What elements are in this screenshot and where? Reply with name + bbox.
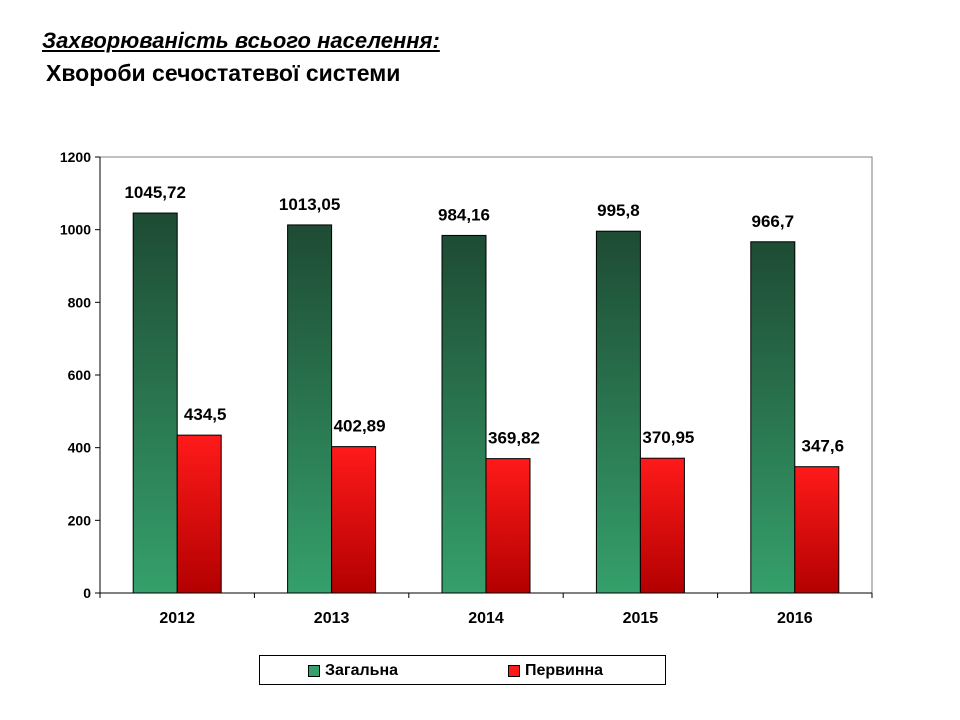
y-tick-label: 200 [68,512,92,528]
legend-swatch-series-1 [308,665,320,677]
x-tick-label: 2015 [623,610,659,627]
y-tick-label: 800 [68,294,92,310]
y-tick-label: 0 [83,585,91,601]
data-label-series-1: 1045,72 [124,183,185,202]
bar-series-2 [331,446,377,594]
bar-series-2 [485,458,531,594]
data-label-series-1: 995,8 [597,201,640,220]
legend-item-series-2: Первинна [508,662,603,680]
bar-series-1 [287,224,333,594]
data-label-series-2: 402,89 [334,417,386,436]
bar-series-1 [750,241,796,594]
y-tick-label: 600 [68,367,92,383]
data-label-series-2: 347,6 [802,437,845,456]
legend-item-series-1: Загальна [308,662,398,680]
data-label-series-1: 966,7 [752,212,795,231]
bar-series-1 [595,230,641,594]
data-label-series-2: 369,82 [488,429,540,448]
data-label-series-1: 1013,05 [279,195,340,214]
legend-label-series-1: Загальна [325,662,399,679]
page-subtitle: Хвороби сечостатевої системи [46,60,401,86]
bar-series-1 [441,234,487,594]
chart-legend: Загальна Первинна [259,655,666,685]
x-tick-label: 2014 [468,610,504,627]
x-tick-label: 2016 [777,610,813,627]
y-tick-label: 1200 [60,149,91,165]
bar-series-2 [639,457,685,594]
data-label-series-2: 434,5 [184,405,227,424]
page-title: Захворюваність всього населення: [42,28,440,53]
data-label-series-2: 370,95 [642,428,694,447]
y-tick-label: 400 [68,440,92,456]
data-label-series-1: 984,16 [438,205,490,224]
legend-label-series-2: Первинна [525,662,604,679]
bar-series-1 [132,212,178,594]
bar-series-2 [794,466,840,594]
x-tick-label: 2013 [314,610,350,627]
y-tick-label: 1000 [60,222,91,238]
x-tick-label: 2012 [159,610,195,627]
bar-series-2 [176,434,222,594]
legend-swatch-series-2 [508,665,520,677]
